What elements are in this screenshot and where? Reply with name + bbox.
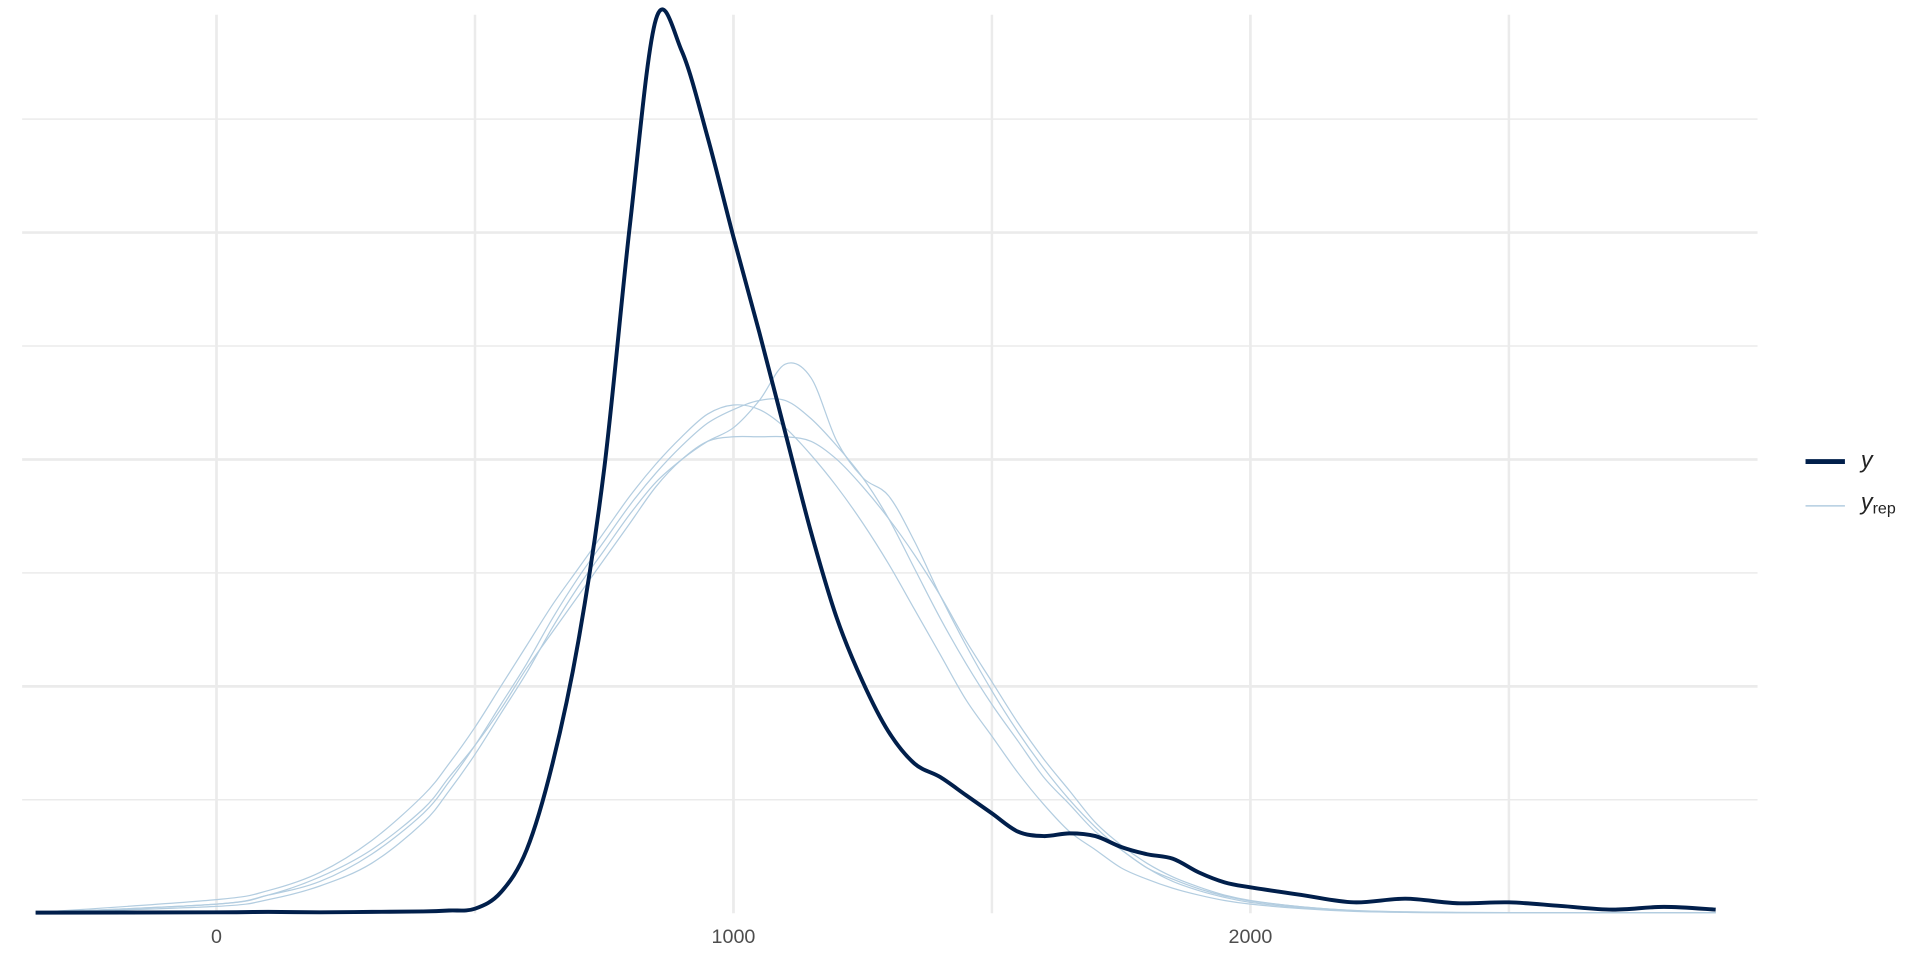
legend-label-main: y — [1859, 489, 1874, 515]
x-tick-label: 2000 — [1229, 926, 1273, 948]
x-tick-label: 0 — [211, 926, 222, 948]
x-tick-label: 1000 — [712, 926, 756, 948]
replicate-line — [35, 362, 1716, 914]
data-line — [35, 7, 1716, 915]
legend-label-subscript: rep — [1873, 501, 1896, 518]
legend-label: yrep — [1859, 489, 1896, 518]
replicate-line — [35, 404, 1716, 914]
replicate-line — [35, 435, 1716, 914]
replicate-line — [35, 398, 1716, 914]
legend-label: y — [1859, 447, 1874, 473]
